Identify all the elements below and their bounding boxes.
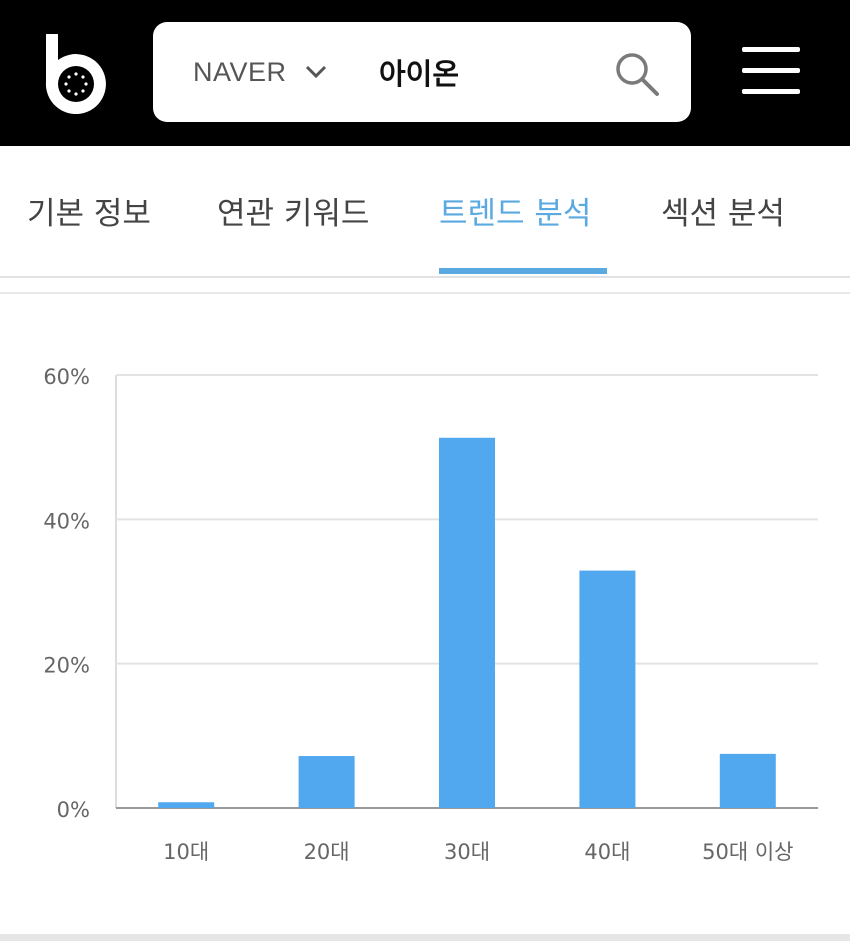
bar-3 xyxy=(439,437,495,808)
age-trend-chart: 0% 20% 40% 60% 10대 20대 30대 40대 50대 이상 xyxy=(0,294,850,934)
x-tick-label: 40대 xyxy=(584,840,630,864)
bar-1 xyxy=(158,802,215,808)
search-box[interactable]: NAVER 아이온 xyxy=(153,22,691,122)
tab-section-analysis[interactable]: 섹션 분석 xyxy=(661,196,785,232)
tab-related-keywords[interactable]: 연관 키워드 xyxy=(217,196,370,232)
divider xyxy=(0,292,850,294)
search-icon[interactable] xyxy=(613,50,661,98)
active-tab-indicator xyxy=(439,268,607,274)
x-tick-label: 10대 xyxy=(163,840,209,864)
chevron-down-icon xyxy=(305,65,326,79)
bar-4 xyxy=(579,570,636,808)
x-tick-label: 30대 xyxy=(444,840,490,864)
y-tick-label: 60% xyxy=(43,365,90,389)
search-engine-select[interactable]: NAVER xyxy=(193,22,327,122)
hamburger-menu-icon[interactable] xyxy=(742,47,800,97)
bar-chart: 0% 20% 40% 60% 10대 20대 30대 40대 50대 이상 xyxy=(43,365,818,864)
bar-2 xyxy=(298,756,355,808)
x-tick-label: 20대 xyxy=(304,840,350,864)
y-tick-label: 0% xyxy=(57,798,90,822)
tab-trend-analysis[interactable]: 트렌드 분석 xyxy=(439,196,592,232)
x-tick-label: 50대 이상 xyxy=(702,840,793,864)
tab-basic-info[interactable]: 기본 정보 xyxy=(27,196,151,232)
bottom-divider xyxy=(0,934,850,941)
b-logo-icon[interactable] xyxy=(40,30,112,114)
bar-5 xyxy=(719,753,776,808)
search-engine-label: NAVER xyxy=(193,56,287,87)
y-tick-label: 20% xyxy=(43,654,90,678)
app-header: NAVER 아이온 xyxy=(0,0,850,146)
y-tick-label: 40% xyxy=(43,509,90,533)
search-query[interactable]: 아이온 xyxy=(379,57,460,91)
tab-bar: 기본 정보 연관 키워드 트렌드 분석 섹션 분석 xyxy=(0,146,850,278)
